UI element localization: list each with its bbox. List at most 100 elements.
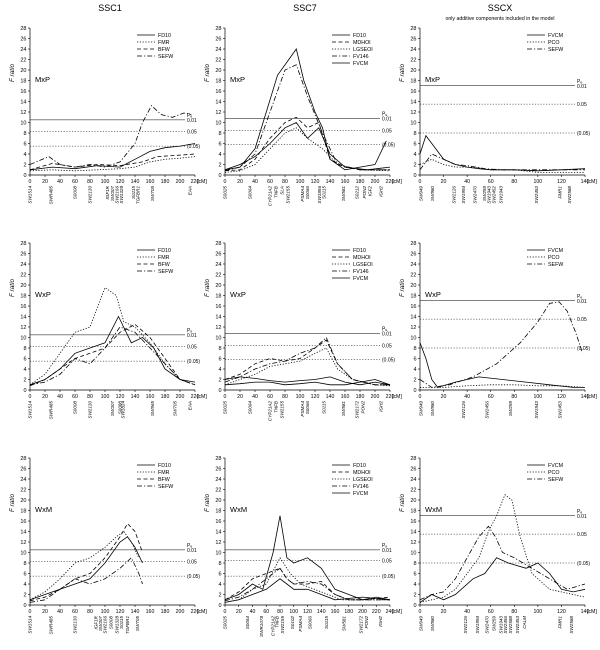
marker-label: SW1514 xyxy=(28,401,33,419)
marker-label: IGF2 xyxy=(367,186,372,197)
threshold-label: 0.01 xyxy=(577,84,587,90)
x-tick-label: 160 xyxy=(341,179,350,185)
legend-label: MDHOI xyxy=(353,470,371,476)
pe-label: Pₑ xyxy=(577,294,582,300)
x-tick-label: 180 xyxy=(344,609,353,615)
y-tick-label: 18 xyxy=(215,79,221,85)
x-tick-label: 240 xyxy=(386,609,395,615)
series-line-pco xyxy=(420,384,586,388)
marker-label: SW259 xyxy=(491,616,496,632)
x-tick-label: 120 xyxy=(116,609,125,615)
x-tick-label: 40 xyxy=(464,394,470,400)
x-tick-label: 60 xyxy=(267,394,273,400)
x-tick-label: 0 xyxy=(29,609,32,615)
x-tick-label: 80 xyxy=(277,609,283,615)
x-tick-label: 60 xyxy=(72,179,78,185)
y-tick-label: 14 xyxy=(410,315,416,321)
x-tick-label: 100 xyxy=(296,394,305,400)
x-tick-label: 40 xyxy=(464,179,470,185)
marker-label: SW2456 xyxy=(484,401,489,419)
marker-label: SW2130 xyxy=(88,401,93,419)
y-tick-label: 28 xyxy=(410,456,416,462)
marker-label: S0102 xyxy=(290,616,295,630)
x-tick-label: 20 xyxy=(441,179,447,185)
marker-label: SW705 xyxy=(172,401,177,417)
y-tick-label: 6 xyxy=(23,572,26,578)
threshold-label: (0.05) xyxy=(187,144,200,150)
y-tick-label: 10 xyxy=(410,551,416,557)
series-line-fvcm xyxy=(419,342,585,388)
x-tick-label: 120 xyxy=(557,179,566,185)
legend-label: SEFW xyxy=(158,54,173,60)
y-tick-label: 12 xyxy=(215,325,221,331)
y-tick-label: 8 xyxy=(23,346,26,352)
legend-label: FVCM xyxy=(548,463,563,469)
x-tick-label: 220 xyxy=(191,609,200,615)
x-unit-label: [cM] xyxy=(392,394,402,400)
y-tick-label: 26 xyxy=(410,37,416,43)
legend-label: FD10 xyxy=(158,33,171,39)
marker-label: EAA xyxy=(187,401,192,410)
y-tick-label: 8 xyxy=(218,561,221,567)
marker-label: SW2452 xyxy=(491,186,496,204)
y-tick-label: 20 xyxy=(410,68,416,74)
x-tick-label: 20 xyxy=(441,394,447,400)
y-tick-label: 10 xyxy=(20,336,26,342)
marker-label: PON2 xyxy=(361,401,366,414)
x-tick-label: 140 xyxy=(131,179,140,185)
y-tick-label: 2 xyxy=(23,378,26,384)
x-tick-label: 180 xyxy=(356,394,365,400)
marker-label: PSMA4 xyxy=(298,616,303,632)
series-line-fvcm xyxy=(224,578,391,603)
x-tick-label: 40 xyxy=(57,179,63,185)
x-tick-label: 120 xyxy=(116,179,125,185)
legend-label: FD10 xyxy=(158,248,171,254)
y-tick-label: 24 xyxy=(215,47,221,53)
x-tick-label: 180 xyxy=(161,179,170,185)
y-tick-label: 18 xyxy=(410,79,416,85)
y-tick-label: 6 xyxy=(218,357,221,363)
legend-label: LGSEOI xyxy=(353,477,373,483)
series-line-fv146 xyxy=(224,64,390,172)
y-axis-label: F ratio xyxy=(9,63,16,82)
y-tick-label: 0 xyxy=(218,388,221,394)
y-tick-label: 28 xyxy=(410,241,416,247)
y-tick-label: 12 xyxy=(410,540,416,546)
x-tick-label: 60 xyxy=(488,609,494,615)
legend-label: LGSEOI xyxy=(353,47,373,53)
marker-label: S0008 xyxy=(109,616,114,630)
marker-label: SW1856 xyxy=(317,186,322,204)
x-tick-label: 100 xyxy=(101,609,110,615)
y-tick-label: 2 xyxy=(413,378,416,384)
y-tick-label: 2 xyxy=(218,163,221,169)
legend-label: FVCM xyxy=(353,491,368,497)
y-tick-label: 16 xyxy=(410,89,416,95)
marker-label: SW980 xyxy=(430,186,435,202)
y-tick-label: 8 xyxy=(413,346,416,352)
cross-label: MxP xyxy=(425,75,440,84)
x-tick-label: 0 xyxy=(29,394,32,400)
y-tick-label: 22 xyxy=(410,488,416,494)
marker-label: CYP21A2 xyxy=(271,616,276,637)
marker-label: SW307 xyxy=(98,616,103,632)
series-line-fmr xyxy=(29,286,196,386)
marker-label: S0025 xyxy=(223,401,228,415)
marker-label: SW1824 xyxy=(121,401,126,419)
legend-label: SEFW xyxy=(158,269,173,275)
x-tick-label: 80 xyxy=(511,394,517,400)
series-line-fv146 xyxy=(224,336,390,386)
x-tick-label: 140 xyxy=(131,394,140,400)
cross-label: WxP xyxy=(230,290,246,299)
marker-label: S0115 xyxy=(119,616,124,629)
x-tick-label: 120 xyxy=(557,609,566,615)
marker-label: TNFB xyxy=(274,186,279,198)
x-tick-label: 60 xyxy=(488,394,494,400)
cross-label: WxP xyxy=(425,290,441,299)
marker-label: S0025 xyxy=(223,186,228,200)
x-tick-label: 100 xyxy=(101,394,110,400)
y-tick-label: 6 xyxy=(23,357,26,363)
y-tick-label: 14 xyxy=(215,315,221,321)
y-tick-label: 20 xyxy=(215,498,221,504)
marker-label: SW1328 xyxy=(115,616,120,634)
y-tick-label: 10 xyxy=(215,551,221,557)
